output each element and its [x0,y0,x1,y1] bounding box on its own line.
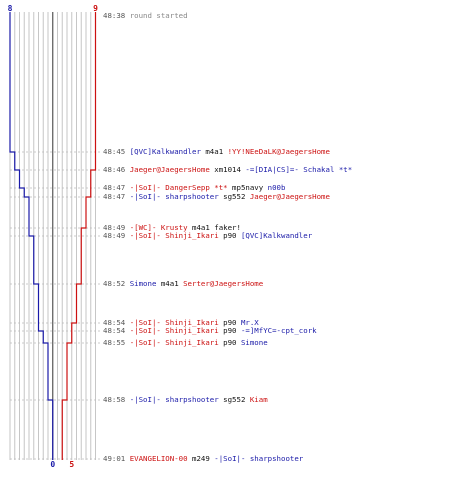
kill-event-row: 48:47 -|SoI|- DangerSepp *t* mp5navy n00… [103,183,285,192]
event-timestamp: 48:46 [103,165,126,174]
player-name: EVANGELION-00 [129,454,188,463]
weapon-name: mp5navy [227,183,268,192]
event-text: round started [129,11,188,20]
event-timestamp: 48:47 [103,192,126,201]
weapon-name: p90 [218,326,241,335]
player-name: -|SoI|- Shinji_Ikari [129,338,219,347]
weapon-name: m4a1 [200,147,228,156]
event-timestamp: 48:54 [103,318,126,327]
weapon-name: p90 [218,318,241,327]
player-name: -|SoI|- sharpshooter [214,454,304,463]
player-name: [QVC]Kalkwandler [129,147,201,156]
player-name: Simone [240,338,268,347]
kill-event-row: 48:54 -|SoI|- Shinji_Ikari p90 -=]MfYC=-… [103,326,317,335]
player-name: -|SoI|- sharpshooter [129,192,219,201]
player-name: n00b [267,183,286,192]
event-timestamp: 48:55 [103,338,126,347]
event-timestamp: 48:38 [103,11,126,20]
event-timestamp: 48:54 [103,326,126,335]
weapon-name: m249 [187,454,215,463]
event-timestamp: 48:49 [103,231,126,240]
event-timestamp: 48:49 [103,223,126,232]
event-timestamp: 48:52 [103,279,126,288]
kill-event-row: 49:01 EVANGELION-00 m249 -|SoI|- sharpsh… [103,454,303,463]
player-name: Kiam [249,395,268,404]
player-name: -|SoI|- sharpshooter [129,395,219,404]
player-name: -|SoI|- DangerSepp *t* [129,183,228,192]
red-start-score: 9 [93,4,98,13]
blue-start-score: 8 [8,4,13,13]
player-name: Simone [129,279,157,288]
player-name: -|SoI|- Shinji_Ikari [129,231,219,240]
kill-event-row: 48:45 [QVC]Kalkwandler m4a1 !YY!NEeDaLK@… [103,147,330,156]
player-name: Serter@JaegersHome [183,279,264,288]
blue-team-score-line [9,12,54,460]
event-timestamp: 48:58 [103,395,126,404]
weapon-name: m4a1 faker! [187,223,241,232]
player-name: !YY!NEeDaLK@JaegersHome [227,147,330,156]
kill-event-row: 48:46 Jaeger@JaegersHome xm1014 -=[DIA|C… [103,165,352,174]
player-name: [QVC]Kalkwandler [240,231,313,240]
blue-end-score: 0 [50,460,55,469]
weapon-name: sg552 [218,192,250,201]
red-team-score-line [61,12,97,460]
weapon-name: sg552 [218,395,250,404]
player-name: -|SoI|- Shinji_Ikari [129,318,219,327]
kill-event-row: 48:49 -|SoI|- Shinji_Ikari p90 [QVC]Kalk… [103,231,312,240]
weapon-name: p90 [218,231,241,240]
red-end-score: 5 [69,460,74,469]
round-start-row: 48:38 round started [103,11,188,20]
player-name: -=[DIA|CS]=- Schakal *t* [245,165,353,174]
kill-event-row: 48:58 -|SoI|- sharpshooter sg552 Kiam [103,395,268,404]
event-timestamp: 48:45 [103,147,126,156]
weapon-name: m4a1 [156,279,184,288]
weapon-name: xm1014 [209,165,246,174]
kill-event-row: 48:55 -|SoI|- Shinji_Ikari p90 Simone [103,338,268,347]
kill-event-row: 48:49 -[WC]- Krusty m4a1 faker! [103,223,241,232]
player-name: -[WC]- Krusty [129,223,188,232]
player-name: Mr.X [240,318,259,327]
player-name: Jaeger@JaegersHome [129,165,210,174]
player-name: -=]MfYC=-cpt_cork [240,326,317,335]
kill-event-row: 48:47 -|SoI|- sharpshooter sg552 Jaeger@… [103,192,330,201]
event-timestamp: 49:01 [103,454,126,463]
player-name: Jaeger@JaegersHome [249,192,330,201]
event-timestamp: 48:47 [103,183,126,192]
weapon-name: p90 [218,338,241,347]
kill-event-row: 48:54 -|SoI|- Shinji_Ikari p90 Mr.X [103,318,259,327]
player-name: -|SoI|- Shinji_Ikari [129,326,219,335]
kill-event-row: 48:52 Simone m4a1 Serter@JaegersHome [103,279,263,288]
